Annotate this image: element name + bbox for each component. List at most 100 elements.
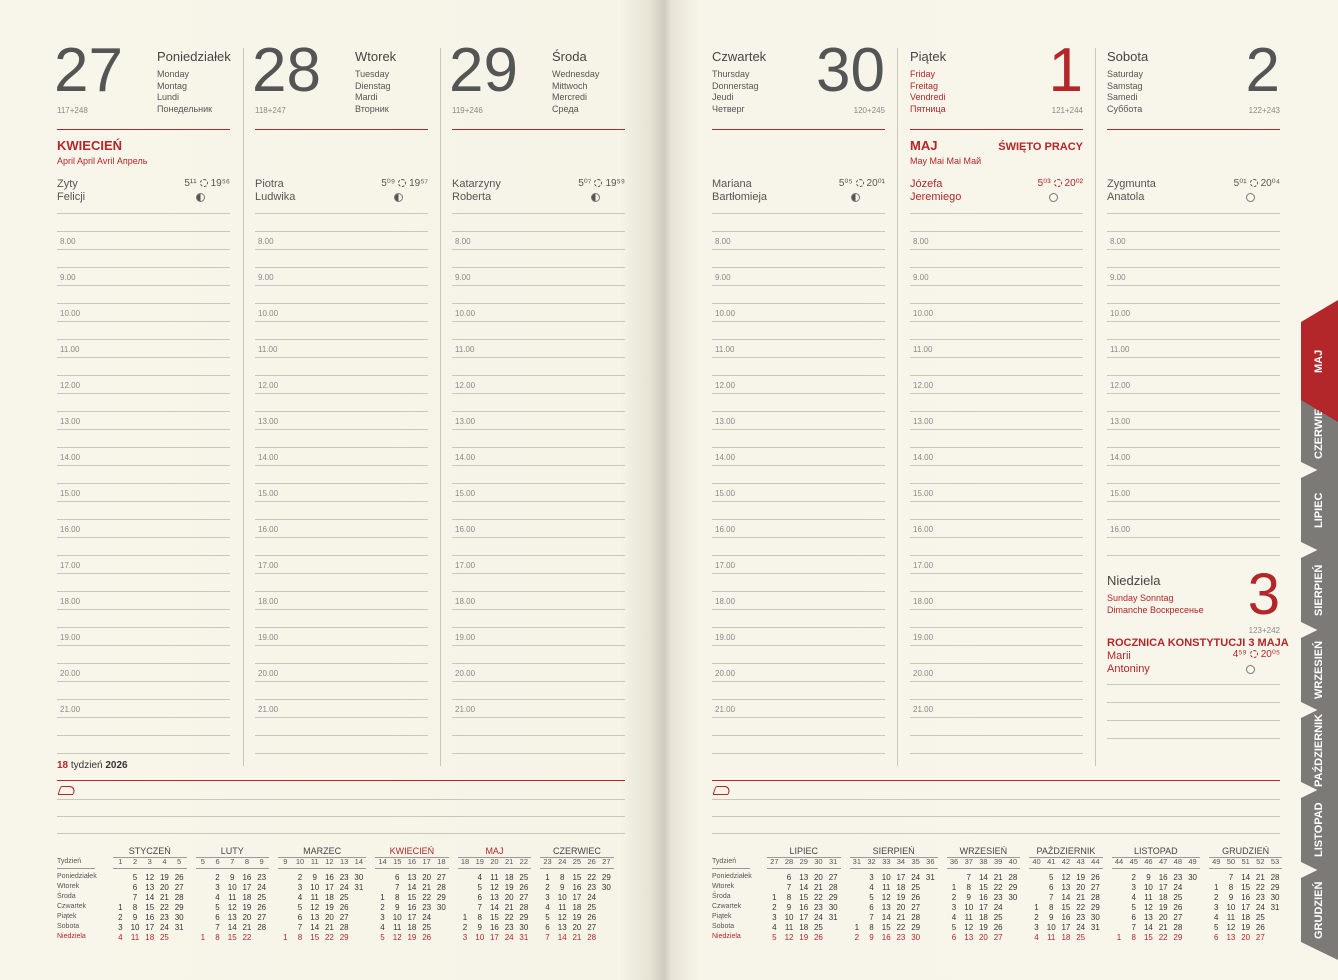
calendar-week: 26: [587, 857, 596, 866]
calendar-day: 17: [1061, 923, 1071, 932]
hour-label: 19.00: [455, 633, 476, 642]
calendar-week: 24: [558, 857, 567, 866]
header-rule: [255, 129, 428, 130]
calendar-day: 23: [1255, 893, 1265, 902]
calendar-day: 18: [1241, 913, 1251, 922]
rule-line: [255, 663, 428, 664]
calendar-day: 13: [881, 903, 891, 912]
calendar-day: 24: [813, 913, 823, 922]
moon-icon: [1246, 665, 1255, 674]
rule-line: [712, 609, 885, 610]
calendar-rule: [849, 868, 938, 869]
rule-line: [910, 501, 1083, 502]
calendar-day: 9: [1146, 873, 1151, 882]
sun-times: 5⁰¹ 20⁰⁴: [1107, 178, 1280, 190]
calendar-day: 7: [786, 883, 792, 892]
rule-line: [1107, 285, 1280, 286]
calendar-day: 26: [1173, 903, 1183, 912]
rule-line: [57, 429, 230, 430]
rule-line: [255, 501, 428, 502]
calendar-day: 21: [572, 933, 582, 942]
hour-label: 11.00: [913, 345, 933, 354]
calendar-week: 23: [543, 857, 552, 866]
calendar-day: 12: [1226, 923, 1236, 932]
day-number: 1: [1048, 36, 1083, 105]
calendar-day: 12: [392, 933, 402, 942]
calendar-row-label: Wtorek: [57, 883, 80, 890]
rule-line: [255, 483, 428, 484]
day-translation: Jeudi: [712, 92, 734, 103]
rule-line: [1107, 537, 1280, 538]
rule-line: [1107, 357, 1280, 358]
calendar-month-name: MAJ: [485, 846, 504, 856]
calendar-day: 14: [310, 923, 320, 932]
calendar-week: 31: [852, 857, 862, 866]
calendar-day: 15: [978, 883, 988, 892]
hour-label: 14.00: [60, 453, 81, 462]
calendar-day: 14: [1143, 923, 1153, 932]
rule-line: [255, 303, 428, 304]
week-number: 18: [57, 760, 69, 771]
calendar-day: 19: [504, 883, 514, 892]
calendar-rule: [195, 857, 269, 858]
calendar-day: 22: [504, 913, 514, 922]
calendar-rule: [375, 857, 449, 858]
calendar-rule: [457, 868, 532, 869]
calendar-day: 20: [813, 873, 823, 882]
calendar-rule: [375, 868, 449, 869]
calendar-day: 7: [395, 883, 400, 892]
rule-line: [255, 429, 428, 430]
calendar-day: 19: [1076, 873, 1086, 882]
calendar-day: 16: [572, 883, 582, 892]
rule-line: [57, 267, 230, 268]
calendar-day: 28: [339, 923, 349, 932]
rule-line: [452, 735, 625, 736]
rule-line: [910, 681, 1083, 682]
calendar-day: 22: [422, 893, 432, 902]
day-translation: Monday: [157, 69, 190, 79]
calendar-day: 20: [1158, 913, 1168, 922]
calendar-day: 10: [310, 883, 320, 892]
calendar-day: 22: [993, 883, 1003, 892]
column-separator: [1095, 48, 1096, 766]
rule-line: [57, 753, 230, 754]
calendar-day: 26: [993, 923, 1003, 932]
rule-line: [910, 465, 1083, 466]
calendar-day: 19: [1241, 923, 1251, 932]
rule-line: [1107, 267, 1280, 268]
rule-line: [255, 645, 428, 646]
rule-line: [910, 249, 1083, 250]
sun-times: 5⁰⁹ 19⁵⁷: [255, 178, 428, 190]
calendar-week: 28: [784, 857, 794, 866]
rule-line: [57, 519, 230, 520]
header-rule: [910, 129, 1083, 130]
calendar-day: 11: [1226, 913, 1236, 922]
sun-times: 5⁰⁷ 19⁵⁹: [452, 178, 625, 190]
calendar-day: 4: [477, 873, 482, 882]
name-day: Katarzyny: [452, 178, 501, 190]
month-tab[interactable]: MAJ: [1301, 300, 1338, 422]
calendar-day: 21: [993, 873, 1003, 882]
rule-line: [57, 735, 230, 736]
calendar-day: 10: [784, 913, 794, 922]
calendar-day: 27: [1090, 883, 1100, 892]
calendar-day: 12: [227, 903, 237, 912]
calendar-day: 7: [477, 903, 482, 912]
rule-line: [57, 375, 230, 376]
rule-line: [255, 411, 428, 412]
calendar-day: 30: [1090, 913, 1100, 922]
calendar-week: 39: [993, 857, 1003, 866]
calendar-day: 25: [813, 923, 823, 932]
calendar-day: 23: [587, 883, 597, 892]
hour-label: 21.00: [455, 705, 476, 714]
rule-line: [712, 627, 885, 628]
calendar-day: 2: [462, 923, 468, 932]
calendar-day: 8: [1131, 933, 1136, 942]
rule-line: [910, 447, 1083, 448]
month-name: MAJ: [910, 138, 938, 153]
hour-label: 10.00: [913, 309, 934, 318]
calendar-day: 26: [1090, 873, 1100, 882]
calendar-day: 13: [227, 913, 237, 922]
rule-line: [1107, 231, 1280, 232]
calendar-day: 2: [854, 933, 860, 942]
